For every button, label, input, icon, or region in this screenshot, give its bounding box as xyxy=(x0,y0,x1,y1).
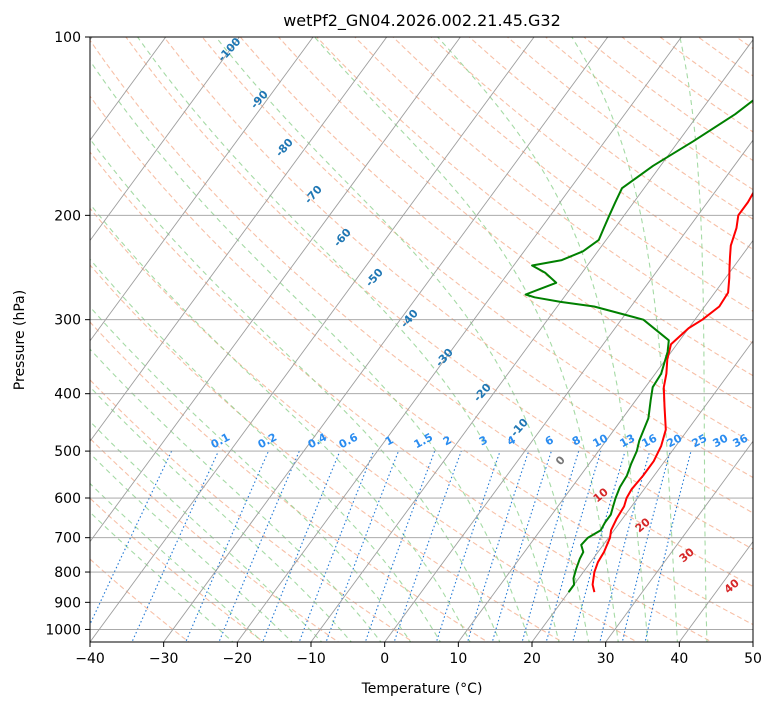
mixing-ratio-line xyxy=(521,450,580,642)
background-lines xyxy=(90,37,753,642)
chart-title: wetPf2_GN04.2026.002.21.45.G32 xyxy=(283,11,561,31)
y-tick-label: 700 xyxy=(54,531,81,547)
isotherm xyxy=(90,37,314,342)
mixing-ratio-label: 36 xyxy=(731,431,751,450)
mixing-ratio-line xyxy=(599,450,651,642)
dry-adiabat xyxy=(90,39,753,588)
dry-adiabat xyxy=(201,37,753,479)
mixing-ratio-line xyxy=(644,450,692,642)
moist-adiabat xyxy=(90,306,412,642)
x-tick-label: −20 xyxy=(223,651,253,667)
moist-adiabat xyxy=(679,37,708,642)
mixing-ratio-line xyxy=(218,450,300,642)
mixing-ratio-label: 13 xyxy=(618,432,638,451)
moist-adiabat xyxy=(137,37,560,642)
mixing-ratio-line xyxy=(298,450,375,642)
moist-adiabat xyxy=(314,37,619,642)
profile-lines xyxy=(524,99,753,593)
mixing-ratio-line xyxy=(545,450,602,642)
mixing-ratio-line xyxy=(393,450,462,642)
isotherm xyxy=(310,39,753,642)
dry-adiabat xyxy=(354,37,753,344)
moist-adiabat xyxy=(90,420,323,642)
mixing-ratio-line xyxy=(364,450,436,642)
y-tick-label: 800 xyxy=(54,565,81,581)
y-tick-label: 300 xyxy=(54,313,81,329)
moist-adiabat xyxy=(571,37,678,642)
mixing-ratio-line xyxy=(621,450,671,642)
mixing-ratio-label: 30 xyxy=(711,431,731,450)
y-tick-label: 1000 xyxy=(45,622,81,638)
x-tick-label: 50 xyxy=(744,651,762,667)
isotherm xyxy=(605,440,753,642)
mixing-ratio-label: 20 xyxy=(665,431,685,450)
mixing-ratio-label: 25 xyxy=(690,432,710,451)
axis-ticks: −40 −30 −20 −10 0 10 20 30 40 50 100 200 300 400 500 60… xyxy=(45,30,762,667)
y-tick-label: 600 xyxy=(54,491,81,507)
mixing-ratio-line xyxy=(435,450,501,642)
x-tick-label: −10 xyxy=(296,651,326,667)
mixing-ratio-line xyxy=(90,450,173,626)
isotherm xyxy=(90,37,240,242)
moist-adiabat xyxy=(90,482,264,642)
mixing-ratio-line xyxy=(325,450,400,642)
isotherm xyxy=(236,37,682,642)
mixing-ratio-label: 10 xyxy=(591,431,611,450)
mixing-ratio-label: 16 xyxy=(640,431,660,450)
x-tick-label: 0 xyxy=(380,651,389,667)
isotherm xyxy=(457,239,753,642)
isotherm xyxy=(90,37,167,141)
moist-adiabat xyxy=(90,452,293,642)
x-tick-label: 30 xyxy=(597,651,615,667)
y-tick-label: 900 xyxy=(54,595,81,611)
temperature-profile-line xyxy=(591,191,753,593)
dewpoint-profile-line xyxy=(524,99,753,593)
x-tick-label: −30 xyxy=(149,651,179,667)
isotherm xyxy=(384,139,753,642)
y-tick-label: 100 xyxy=(54,30,81,46)
isotherm xyxy=(531,340,753,642)
x-tick-label: 10 xyxy=(449,651,467,667)
mixing-ratio-line xyxy=(572,450,626,642)
y-axis-label: Pressure (hPa) xyxy=(12,290,28,390)
y-tick-label: 500 xyxy=(54,444,81,460)
dry-adiabat xyxy=(125,37,753,550)
mixing-ratio-line xyxy=(491,450,552,642)
plot-frame xyxy=(89,36,754,643)
dry-adiabat xyxy=(392,37,753,312)
isotherm xyxy=(163,37,609,642)
y-tick-label: 400 xyxy=(54,387,81,403)
y-tick-label: 200 xyxy=(54,208,81,224)
dry-adiabat xyxy=(239,37,753,444)
x-tick-label: 20 xyxy=(523,651,541,667)
x-axis-label: Temperature (°C) xyxy=(361,681,483,697)
x-tick-label: 40 xyxy=(670,651,688,667)
isotherm xyxy=(90,37,535,642)
isotherm xyxy=(90,37,388,443)
x-tick-label: −40 xyxy=(75,651,105,667)
